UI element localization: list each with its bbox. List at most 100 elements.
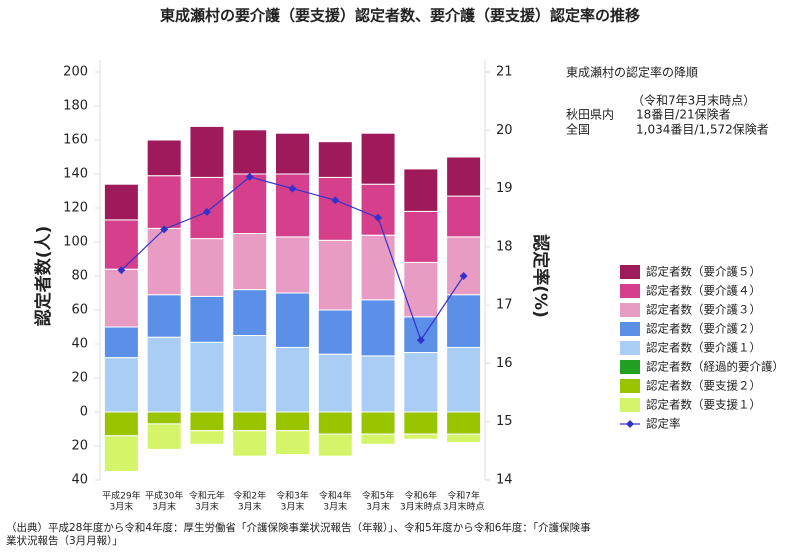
y-tick-label: 0 (80, 405, 88, 420)
legend-swatch (620, 341, 640, 355)
bar-segment (146, 423, 182, 450)
bar-segment (446, 411, 482, 435)
legend-label: 認定者数（要支援１） (646, 398, 761, 412)
legend-swatch (620, 322, 640, 336)
rate-marker (117, 266, 126, 275)
y-tick-label: 80 (71, 269, 88, 284)
y2-tick-label: 18 (496, 239, 513, 254)
bar-segment (232, 411, 268, 432)
note-value: 18番目/21保険者 (636, 108, 731, 122)
y2-tick-label: 19 (496, 181, 513, 196)
y-tick-label: 200 (63, 65, 88, 80)
rate-marker (245, 172, 254, 181)
bar-segment (189, 295, 225, 343)
y-tick-label: 20 (71, 439, 88, 454)
bar-segment (275, 236, 310, 294)
bar-segment (146, 294, 182, 338)
y2-tick-label: 14 (496, 473, 513, 488)
note-date: （令和7年3月末時点） (632, 93, 755, 108)
y-tick-label: 60 (71, 303, 88, 318)
bar-segment (232, 173, 268, 234)
x-tick-label: 3月末 (238, 501, 262, 513)
x-tick-label: 令和7年 (447, 490, 480, 502)
bar-segment (317, 141, 353, 178)
x-tick-label: 3月末時点 (443, 501, 485, 513)
legend-label: 認定者数（要介護１） (646, 341, 761, 355)
bar-segment (360, 183, 396, 236)
legend-label: 認定者数（経過的要介護） (646, 360, 784, 374)
legend-swatch (620, 379, 640, 393)
rate-marker (374, 213, 383, 222)
bar-segment (103, 326, 139, 359)
legend-swatch (620, 265, 640, 279)
rate-marker (202, 207, 211, 216)
rate-marker (288, 184, 297, 193)
bar-segment (232, 129, 268, 175)
legend-label: 認定率 (646, 417, 681, 431)
bar-segment (317, 309, 353, 355)
note-label: 秋田県内 (566, 108, 614, 122)
x-tick-label: 令和6年 (404, 490, 437, 502)
y-tick-label: 100 (63, 235, 88, 250)
bar-segment (146, 175, 182, 229)
bar-segment (275, 411, 310, 432)
bar-segment (146, 336, 182, 413)
legend-swatch (620, 360, 640, 374)
bar-segment (403, 261, 439, 318)
bar-segment (103, 219, 139, 270)
rate-marker (459, 272, 468, 280)
bar-segment (446, 195, 482, 238)
bar-segment (189, 430, 225, 445)
x-tick-label: 3月末 (152, 501, 176, 513)
bar-segment (146, 227, 182, 296)
bar-segment (275, 292, 310, 348)
legend-label: 認定者数（要介護４） (646, 284, 761, 298)
bar-segment (189, 238, 225, 297)
chart-title: 東成瀬村の要介護（要支援）認定者数、要介護（要支援）認定率の推移 (160, 7, 640, 25)
bar-segment (446, 294, 482, 348)
y-tick-label: 180 (63, 99, 88, 114)
bar-segment (446, 236, 482, 296)
legend-swatch (626, 420, 634, 428)
x-tick-label: 令和元年 (189, 490, 225, 502)
note-label: 全国 (566, 122, 590, 137)
bar-segment (360, 299, 396, 357)
legend-swatch (620, 303, 640, 317)
rate-marker (331, 196, 340, 205)
bar-segment (403, 210, 439, 263)
x-tick-label: 平成30年 (145, 490, 183, 502)
legend-swatch (620, 284, 640, 298)
x-tick-label: 3月末 (195, 501, 219, 513)
bar-segment (103, 268, 139, 328)
y-tick-label: 140 (63, 167, 88, 182)
note-title: 東成瀬村の認定率の降順 (566, 65, 698, 80)
bar-segment (275, 430, 310, 456)
bar-segment (446, 156, 482, 197)
x-tick-label: 令和2年 (233, 490, 266, 502)
bar-segment (146, 411, 182, 425)
x-tick-label: 令和4年 (319, 490, 352, 502)
bar-segment (360, 411, 396, 435)
bar-segment (446, 433, 482, 444)
bar-segment (317, 176, 353, 241)
bar-segment (103, 435, 139, 472)
bar-segment (189, 411, 225, 432)
bar-segment (403, 352, 439, 413)
bar-segment (403, 168, 439, 212)
y-tick-label: 160 (63, 133, 88, 148)
x-tick-label: 令和3年 (276, 490, 309, 502)
rate-marker (160, 225, 169, 234)
bar-segment (232, 430, 268, 457)
rate-marker (416, 336, 425, 345)
bar-segment (360, 355, 396, 413)
bar-segment (275, 173, 310, 238)
y2-tick-label: 20 (496, 123, 513, 138)
bar-segment (360, 234, 396, 301)
bar-segment (275, 132, 310, 175)
bar-segment (360, 433, 396, 445)
y2-tick-label: 17 (496, 298, 513, 313)
bar-segment (403, 433, 439, 440)
bar-segment (232, 233, 268, 291)
bar-segment (446, 346, 482, 413)
x-tick-label: 令和5年 (362, 490, 395, 502)
